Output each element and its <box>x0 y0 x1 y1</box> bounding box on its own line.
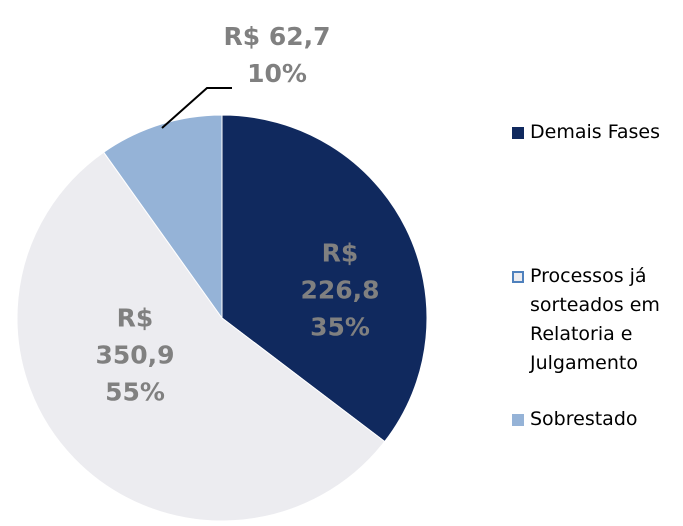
data-label: R$ 350,9 55% <box>90 300 180 411</box>
pie-slice <box>16 151 386 522</box>
pie-slice <box>102 114 223 320</box>
data-label: R$ 226,8 35% <box>295 235 385 346</box>
legend-label: Sobrestado <box>530 408 638 430</box>
pie-slice <box>221 114 428 443</box>
percentage-label: 55% <box>105 377 165 407</box>
legend-swatch <box>512 127 524 139</box>
legend-entry: Demais Fases <box>512 118 677 147</box>
value-label: R$ 62,7 <box>223 22 331 51</box>
legend-swatch <box>512 271 524 283</box>
leader-line <box>161 87 232 129</box>
legend-swatch <box>512 414 524 426</box>
legend-label: Demais Fases <box>530 121 661 143</box>
data-label: R$ 62,7 10% <box>197 18 357 92</box>
percentage-label: 10% <box>247 59 307 88</box>
legend-label: Processos já sorteados em Relatoria e Ju… <box>530 265 660 374</box>
value-label: R$ 226,8 <box>300 238 380 305</box>
legend-entry: Sobrestado <box>512 405 677 434</box>
value-label: R$ 350,9 <box>95 303 175 370</box>
legend-entry: Processos já sorteados em Relatoria e Ju… <box>512 262 677 378</box>
percentage-label: 35% <box>310 312 370 342</box>
